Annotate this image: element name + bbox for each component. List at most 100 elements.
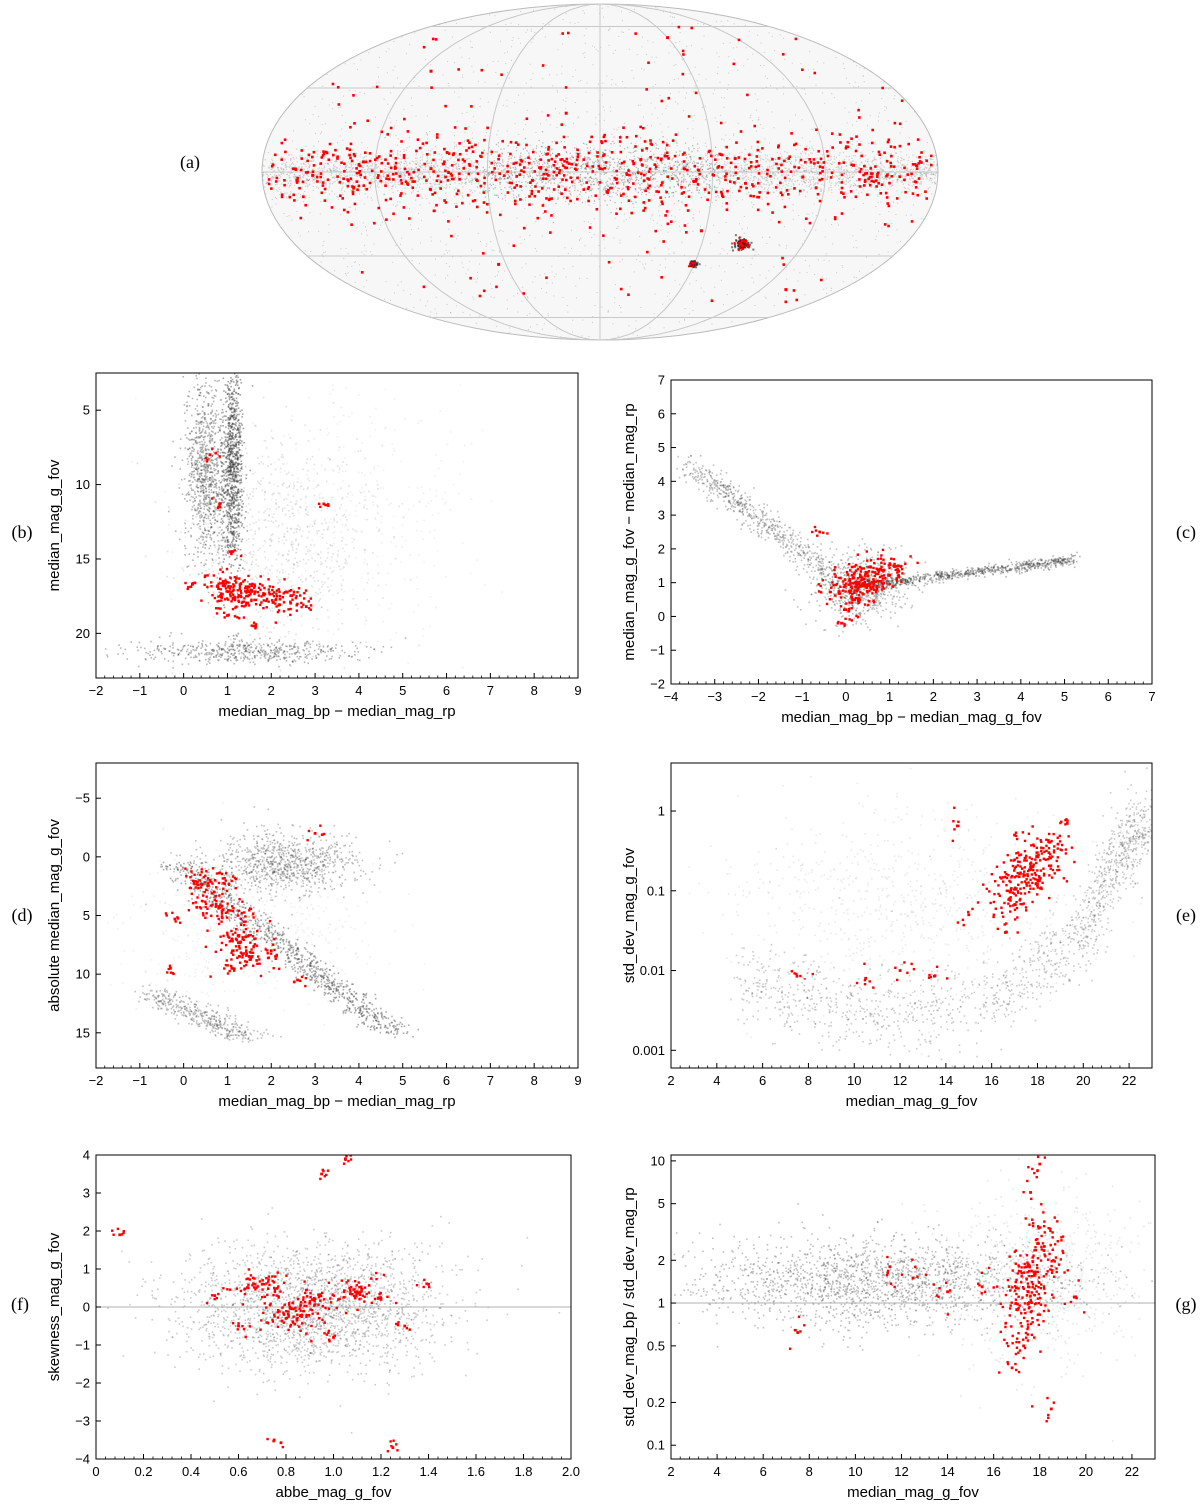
data-point (323, 1175, 326, 1178)
data-point (217, 607, 220, 610)
data-point (796, 1331, 800, 1334)
data-point (1024, 1331, 1028, 1335)
data-point (1032, 1271, 1035, 1274)
sky-source (345, 147, 349, 150)
data-point (238, 587, 241, 591)
data-point (317, 1316, 321, 1320)
data-point (201, 912, 205, 915)
sky-source (445, 151, 449, 154)
data-point (289, 602, 292, 605)
data-point (256, 591, 260, 594)
data-point (803, 978, 806, 981)
sky-source (431, 37, 435, 41)
data-point (967, 910, 970, 914)
sky-source (356, 188, 359, 192)
data-point (265, 597, 269, 601)
data-point (198, 879, 201, 882)
data-point (277, 588, 280, 591)
data-point (900, 567, 904, 571)
data-point (262, 1283, 266, 1286)
sky-source (353, 154, 357, 158)
data-point (328, 1338, 331, 1341)
data-point (1051, 1231, 1054, 1234)
sky-source (745, 186, 748, 190)
sky-source (544, 168, 548, 172)
data-point (200, 883, 204, 887)
sky-source (334, 148, 337, 152)
sky-source (468, 141, 471, 145)
data-point (1039, 876, 1042, 880)
data-point (1031, 1286, 1034, 1289)
sky-source (724, 178, 727, 182)
sky-source (600, 140, 603, 143)
sky-source (681, 72, 685, 76)
data-point (226, 902, 229, 905)
sky-source (619, 150, 623, 154)
data-point (226, 911, 229, 914)
sky-source (351, 185, 354, 188)
data-point (239, 1289, 243, 1293)
data-point (1018, 1304, 1021, 1307)
data-point (831, 581, 834, 584)
data-point (353, 1297, 357, 1300)
data-point (204, 902, 208, 905)
sky-source (444, 201, 448, 204)
sky-source (625, 172, 628, 175)
data-point (1030, 1300, 1033, 1304)
x-tick-label: −1 (795, 689, 810, 704)
data-point (875, 589, 878, 592)
sky-source (340, 161, 343, 165)
data-point (241, 1303, 245, 1306)
data-point (1017, 1370, 1021, 1374)
data-point (1015, 1286, 1019, 1289)
data-point (1026, 1290, 1030, 1294)
data-point (220, 941, 224, 945)
data-point (164, 912, 168, 915)
data-point (174, 920, 177, 923)
data-point (1020, 1271, 1023, 1275)
data-point (196, 881, 199, 884)
data-point (276, 1325, 280, 1329)
data-point (1061, 1249, 1064, 1253)
sky-source (613, 176, 617, 180)
data-point (382, 1273, 386, 1277)
data-point (260, 595, 263, 598)
data-point (251, 954, 254, 958)
data-point (1032, 877, 1035, 880)
data-point (254, 625, 258, 628)
data-point (204, 874, 207, 877)
data-point (1015, 1292, 1018, 1296)
sky-source (657, 190, 660, 194)
sky-source (585, 181, 588, 184)
sky-source (565, 160, 569, 164)
sky-source (275, 176, 279, 180)
data-point (886, 1271, 889, 1274)
data-point (386, 1450, 390, 1453)
axes-frame-d (95, 762, 579, 1069)
data-point (245, 952, 248, 955)
data-point (1028, 1301, 1031, 1304)
data-point (1024, 856, 1027, 860)
data-point (855, 589, 859, 593)
data-point (279, 1441, 283, 1445)
data-point (246, 588, 249, 592)
data-point (257, 955, 260, 958)
data-point (228, 940, 232, 943)
data-point (1034, 873, 1038, 877)
data-point (283, 1281, 286, 1284)
data-point (1022, 1356, 1025, 1360)
data-point (811, 972, 814, 976)
data-point (229, 909, 232, 912)
data-point (224, 579, 227, 582)
sky-source (903, 178, 906, 182)
sky-source (561, 32, 564, 35)
data-point (1047, 832, 1051, 836)
data-point (278, 594, 282, 598)
sky-source (649, 139, 652, 142)
x-tick-label: 12 (894, 1464, 908, 1479)
data-point (239, 951, 243, 954)
sky-source (627, 293, 630, 297)
sky-source (738, 236, 741, 239)
data-point (176, 917, 180, 920)
sky-source (725, 202, 729, 205)
